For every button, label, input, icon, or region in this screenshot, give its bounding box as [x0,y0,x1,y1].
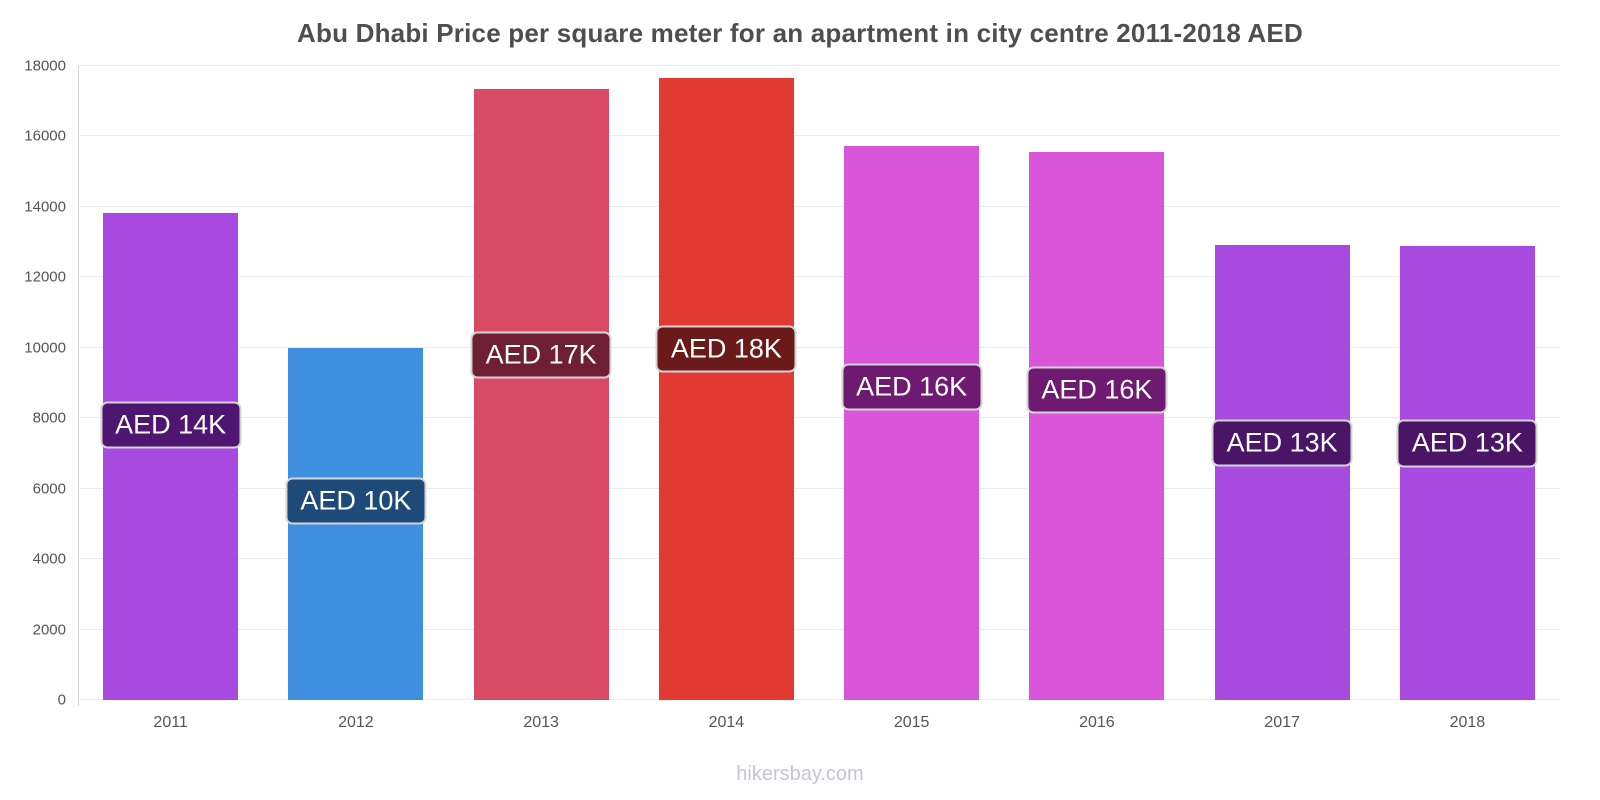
bar-2011: AED 14K [100,212,242,700]
x-axis-tick-label: 2013 [523,714,559,731]
bar-2018: AED 13K [1396,246,1538,700]
x-axis-tick-label: 2014 [708,714,745,731]
bar-value-label: AED 10K [285,477,427,525]
gridline [78,346,1560,348]
bar-value-label: AED 17K [470,331,612,379]
bar-2015: AED 16K [841,145,983,700]
gridline [78,699,1560,700]
gridline [78,276,1560,278]
y-axis-tick-label: 16000 [24,127,66,145]
x-axis-tick-label: 2018 [1449,714,1486,731]
y-axis-tick-label: 12000 [24,268,66,286]
gridline [78,135,1560,137]
bar-value-label: AED 16K [841,363,983,411]
gridline [78,628,1560,630]
bar-value-label: AED 13K [1211,419,1353,467]
chart-title: Abu Dhabi Price per square meter for an … [297,18,1303,48]
x-axis-tick-label: 2015 [893,714,930,731]
bar-2016: AED 16K [1026,151,1168,700]
plot-area: 0 2000 4000 6000 8000 10000 12000 14000 16000 180… [24,59,1560,731]
bar-value-label: AED 13K [1396,419,1538,468]
y-axis-tick-label: 0 [57,691,66,709]
bar-value-label: AED 14K [100,401,242,449]
gridline [78,487,1560,489]
y-axis-tick-label: 18000 [24,57,66,75]
bar-2013: AED 17K [470,88,612,700]
y-axis-tick-label: 10000 [24,339,66,357]
watermark-text: hikersbay.com [736,763,864,785]
bar-value-label: AED 16K [1026,366,1168,414]
gridline [78,417,1560,419]
gridline [78,558,1560,560]
y-axis-tick-label: 4000 [32,550,66,568]
y-axis-tick-label: 2000 [32,621,66,639]
x-axis-tick-label: 2017 [1264,714,1300,731]
y-axis-tick-label: 6000 [32,480,66,498]
bar-value-label: AED 18K [655,325,797,373]
x-axis-tick-label: 2011 [153,714,188,731]
y-axis-tick-label: 14000 [24,198,66,216]
x-axis-tick-label: 2016 [1079,714,1115,731]
y-axis-line [78,66,79,706]
gridline [78,205,1560,207]
bar-2017: AED 13K [1211,244,1353,700]
bar-2014: AED 18K [655,77,797,700]
bar-2012: AED 10K [285,347,427,700]
gridline [78,65,1560,66]
y-axis-tick-label: 8000 [32,409,66,427]
x-axis-tick-label: 2012 [338,714,374,731]
